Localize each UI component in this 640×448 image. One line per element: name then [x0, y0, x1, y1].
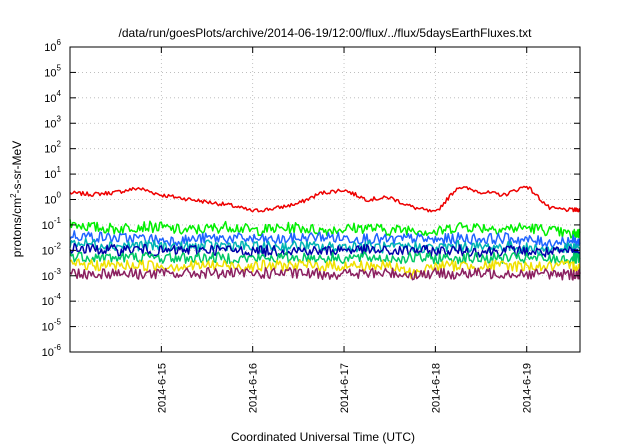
y-tick-label: 103: [44, 114, 61, 130]
y-tick-label: 104: [44, 89, 61, 105]
y-axis: 10-6 10-5 10-4 10-3 10-2 10-1 100 101 102 103 104 1…: [42, 38, 580, 359]
y-tick-label: 10-2: [42, 241, 62, 257]
series-line: [69, 242, 581, 258]
y-tick-label: 102: [44, 140, 61, 156]
y-tick-label: 10-5: [42, 318, 62, 334]
series-line: [69, 258, 581, 279]
x-axis: 2014-6-15 2014-6-16 2014-6-17 2014-6-18 2014…: [156, 47, 534, 413]
series-line: [69, 237, 581, 255]
x-tick-label: 2014-6-16: [248, 363, 260, 413]
y-axis-label: protons/cm2-s-sr-MeV: [9, 141, 24, 257]
grid: [70, 47, 580, 352]
series-line: [69, 266, 581, 281]
x-tick-label: 2014-6-17: [339, 363, 351, 413]
series-group: [69, 185, 581, 281]
x-axis-label: Coordinated Universal Time (UTC): [231, 430, 415, 444]
x-tick-label: 2014-6-19: [522, 363, 534, 413]
y-tick-label: 105: [44, 63, 61, 79]
y-tick-label: 100: [44, 191, 61, 207]
series-line: [69, 251, 581, 265]
y-tick-label: 106: [44, 38, 61, 54]
series-line: [69, 185, 581, 213]
series-line: [69, 230, 581, 249]
chart-title: /data/run/goesPlots/archive/2014-06-19/1…: [119, 26, 533, 40]
x-tick-label: 2014-6-15: [156, 363, 168, 413]
y-tick-label: 10-4: [42, 292, 62, 308]
y-tick-label: 10-3: [42, 267, 62, 283]
y-tick-label: 10-6: [42, 343, 62, 359]
x-tick-label: 2014-6-18: [430, 363, 442, 413]
y-tick-label: 10-1: [42, 216, 62, 232]
series-line: [69, 219, 581, 239]
y-tick-label: 101: [44, 165, 61, 181]
